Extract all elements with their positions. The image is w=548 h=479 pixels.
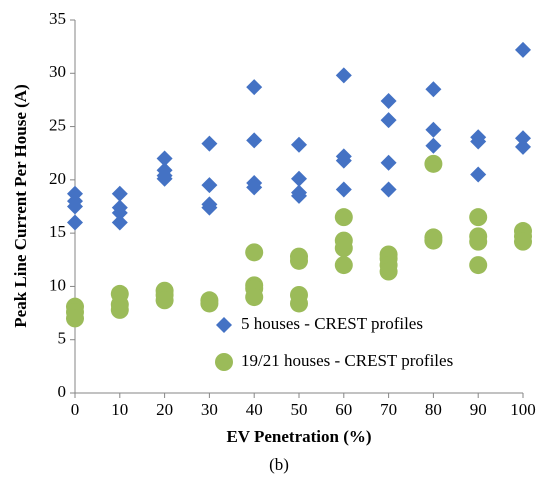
point — [291, 187, 307, 204]
point — [67, 214, 83, 231]
point — [246, 179, 263, 196]
point — [245, 243, 264, 262]
point — [469, 256, 488, 275]
point — [334, 239, 353, 258]
y-tick-label: 35 — [49, 9, 66, 28]
y-tick-label: 15 — [49, 222, 66, 241]
x-axis-title: EV Penetration (%) — [226, 427, 371, 446]
x-tick-label: 40 — [246, 400, 263, 419]
point — [470, 133, 487, 150]
point — [380, 92, 397, 109]
point — [110, 300, 129, 319]
x-tick-label: 70 — [380, 400, 397, 419]
legend-symbol — [216, 317, 232, 333]
point — [290, 294, 308, 313]
point — [290, 251, 308, 270]
point — [111, 214, 128, 231]
point — [291, 136, 307, 153]
point — [380, 154, 397, 171]
y-tick-label: 30 — [49, 62, 66, 81]
x-tick-label: 100 — [510, 400, 536, 419]
point — [201, 177, 218, 194]
point — [470, 166, 487, 183]
point — [67, 198, 83, 215]
legend-label: 19/21 houses - CREST profiles — [241, 351, 453, 370]
x-tick-label: 10 — [111, 400, 128, 419]
point — [515, 138, 531, 155]
point — [425, 121, 442, 138]
point — [111, 185, 128, 202]
y-tick-label: 25 — [49, 115, 66, 134]
y-tick-label: 5 — [58, 329, 67, 348]
point — [111, 204, 128, 221]
legend-label: 5 houses - CREST profiles — [241, 314, 423, 333]
x-tick-label: 30 — [201, 400, 218, 419]
point — [469, 232, 488, 251]
point — [425, 81, 442, 98]
point — [335, 181, 352, 198]
point — [425, 137, 442, 154]
x-tick-label: 50 — [291, 400, 308, 419]
point — [379, 262, 398, 281]
x-tick-label: 90 — [470, 400, 487, 419]
y-tick-label: 0 — [58, 382, 67, 401]
x-tick-label: 80 — [425, 400, 442, 419]
point — [291, 170, 307, 187]
x-tick-label: 20 — [156, 400, 173, 419]
point — [515, 41, 531, 58]
point — [334, 208, 353, 227]
point — [469, 208, 488, 227]
point — [380, 181, 397, 198]
point — [515, 130, 531, 147]
point — [155, 291, 174, 310]
point — [380, 112, 397, 129]
point — [245, 288, 264, 307]
y-axis-title: Peak Line Current Per House (A) — [11, 84, 30, 327]
point — [335, 67, 352, 84]
point — [156, 150, 173, 167]
point — [201, 199, 218, 216]
caption: (b) — [269, 455, 289, 474]
point — [156, 170, 173, 187]
x-tick-label: 60 — [335, 400, 352, 419]
point — [424, 154, 443, 173]
point — [200, 294, 219, 313]
y-tick-label: 10 — [49, 275, 66, 294]
point — [201, 135, 218, 152]
point — [335, 152, 352, 169]
point — [246, 79, 263, 96]
y-tick-label: 20 — [49, 169, 66, 188]
point — [514, 232, 532, 251]
point — [66, 309, 84, 328]
x-tick-label: 0 — [71, 400, 80, 419]
point — [246, 132, 263, 149]
legend-symbol — [215, 353, 233, 371]
point — [424, 231, 443, 250]
point — [334, 256, 353, 275]
